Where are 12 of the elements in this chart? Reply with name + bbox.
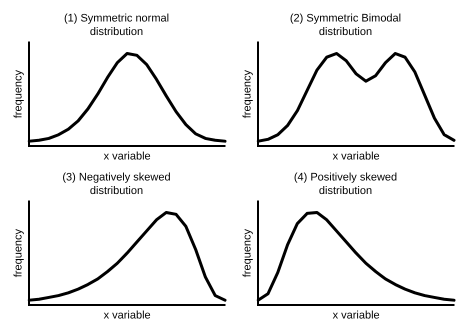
x-axis-title: x variable (332, 309, 380, 322)
x-axis-title: x variable (332, 150, 380, 162)
chart-title: (4) Positively skewed distribution (294, 172, 398, 197)
x-axis-title: x variable (104, 309, 151, 322)
y-axis-title: frequency (242, 228, 254, 278)
chart-title: (2) Symmetric Bimodal distribution (290, 12, 402, 38)
y-axis-title: frequency (12, 69, 25, 118)
y-axis-title: frequency (12, 228, 25, 278)
y-axis-title: frequency (242, 69, 254, 118)
chart-title: (1) Symmetric normal distribution (64, 12, 170, 38)
x-axis-title: x variable (104, 150, 151, 162)
chart-title: (3) Negatively skewed distribution (62, 172, 171, 197)
